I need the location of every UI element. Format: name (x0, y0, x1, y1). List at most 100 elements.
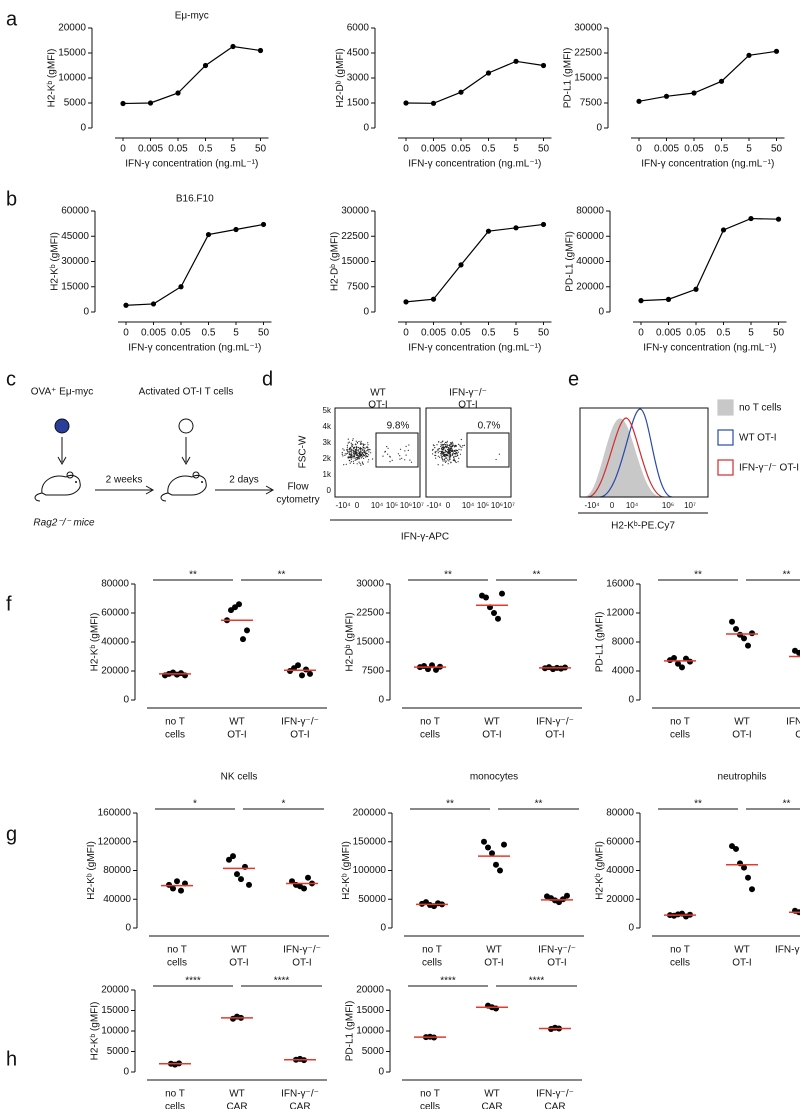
event-dot (451, 454, 453, 456)
x-tick-label: OT-I (292, 958, 311, 969)
event-dot (452, 450, 454, 452)
event-dot (367, 447, 369, 449)
event-dot (442, 443, 444, 446)
event-dot (350, 446, 352, 449)
point (746, 52, 752, 58)
y-tick-label: 7500 (362, 666, 385, 677)
event-dot (389, 461, 391, 463)
event-dot (444, 444, 447, 446)
y-axis-label: H2-Dᵇ (gMFI) (345, 612, 356, 671)
event-dot (451, 453, 454, 455)
x-tick-label: 50 (258, 328, 270, 339)
significance-label: * (193, 799, 197, 810)
panel-label: g (6, 823, 17, 845)
x-tick-label: cells (167, 958, 187, 969)
event-dot (347, 438, 349, 440)
significance-label: ** (278, 570, 286, 581)
event-dot (362, 443, 364, 445)
point (240, 636, 246, 643)
event-dot (435, 457, 437, 459)
event-dot (435, 452, 437, 454)
y-tick-label: 60000 (606, 836, 634, 847)
line (405, 223, 544, 303)
event-dot (446, 445, 448, 447)
x-tick-label: no T (420, 717, 440, 728)
event-dot (359, 455, 361, 457)
y-tick-label: 5k (323, 406, 332, 415)
x-tick-label: cells (420, 1102, 440, 1109)
event-dot (346, 448, 348, 450)
point (174, 878, 180, 885)
event-dot (359, 447, 361, 450)
event-dot (450, 443, 453, 445)
event-dot (459, 453, 462, 455)
y-tick-label: 0 (378, 1067, 384, 1078)
point (120, 100, 126, 107)
chart-title: monocytes (470, 772, 518, 783)
point (493, 861, 499, 868)
event-dot (358, 453, 360, 455)
event-dot (348, 441, 350, 443)
point (733, 845, 739, 852)
event-dot (367, 461, 369, 463)
x-tick-label: 0.05 (168, 144, 188, 155)
y-tick-label: 0 (596, 123, 602, 134)
event-dot (449, 450, 451, 452)
point (741, 635, 747, 642)
event-dot (436, 444, 438, 446)
event-dot (353, 455, 356, 457)
panel-label: a (6, 8, 18, 30)
event-dot (441, 453, 443, 455)
point (230, 853, 236, 860)
event-dot (450, 455, 452, 457)
legend-swatch (717, 399, 734, 416)
x-tick-label: 0.005 (141, 328, 166, 339)
point (749, 886, 755, 893)
y-tick-label: 4500 (347, 48, 370, 59)
y-tick-label: 150000 (353, 836, 387, 847)
plot-frame (425, 407, 512, 498)
event-dot (405, 445, 407, 447)
event-dot (349, 453, 351, 455)
event-dot (447, 450, 449, 452)
y-tick-label: 15000 (101, 1005, 129, 1016)
x-tick-label: 10⁶ (400, 501, 412, 510)
event-dot (363, 457, 365, 459)
event-dot (347, 451, 349, 453)
event-dot (356, 463, 358, 465)
event-dot (364, 443, 366, 446)
x-tick-label: cells (165, 1102, 185, 1109)
panel-label: h (6, 1048, 17, 1070)
event-dot (405, 454, 407, 456)
event-dot (432, 444, 434, 446)
x-tick-label: cells (165, 730, 185, 741)
t-cell (178, 418, 194, 434)
event-dot (352, 439, 354, 441)
point (233, 226, 239, 233)
event-dot (451, 442, 453, 444)
event-dot (350, 452, 352, 454)
event-dot (357, 449, 359, 451)
event-dot (346, 453, 348, 455)
step-label: 2 days (229, 475, 258, 486)
x-tick-label: -10⁴ (585, 501, 601, 510)
event-dot (387, 453, 389, 455)
x-tick-label: WT (484, 717, 500, 728)
event-dot (366, 453, 368, 455)
x-axis-label: IFN-γ concentration (ng.mL⁻¹) (408, 159, 541, 170)
event-dot (443, 453, 445, 455)
point (741, 864, 747, 871)
point (123, 302, 129, 308)
event-dot (456, 454, 458, 456)
line (405, 60, 544, 104)
point (775, 216, 782, 222)
point (491, 610, 497, 616)
x-tick-label: no T (420, 1089, 440, 1100)
y-tick-label: 3k (323, 438, 332, 447)
event-dot (399, 448, 402, 450)
event-dot (434, 447, 436, 449)
point (260, 221, 267, 228)
event-dot (410, 461, 413, 463)
event-dot (458, 448, 460, 450)
event-dot (404, 459, 406, 461)
